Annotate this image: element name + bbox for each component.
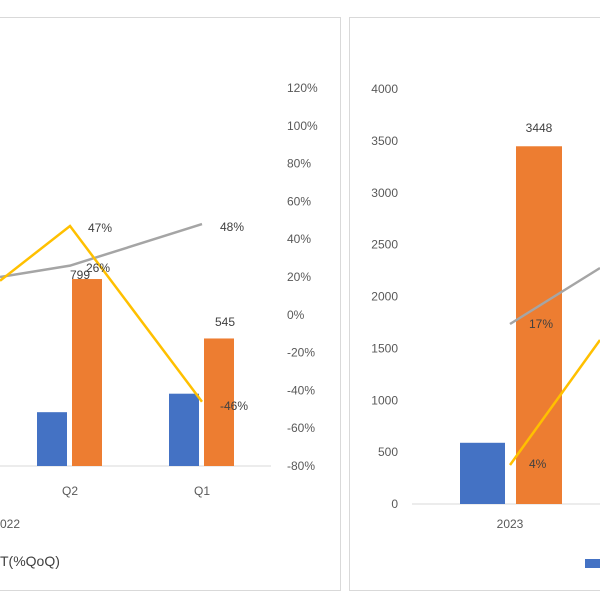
series-3-line [0,222,203,279]
series-4-line [0,224,203,403]
legend-label: T(%QoQ) [0,553,60,569]
y2-tick-label: 120% [287,81,318,95]
y2-tick-label: -60% [287,421,315,435]
series-3-line [509,266,600,326]
y-tick-label: 0 [391,497,398,511]
x-group-label: 022 [0,517,20,531]
y2-tick-label: 80% [287,157,311,171]
y2-tick-label: -20% [287,346,315,360]
y-tick-label: 1000 [371,393,398,407]
y2-tick-label: 100% [287,119,318,133]
y2-tick-label: 0% [287,308,305,322]
data-label-bar-Q1: 545 [215,315,235,329]
bar-Q2-series-1 [37,412,67,466]
y-tick-label: 500 [378,445,398,459]
y-tick-label: 2500 [371,238,398,252]
data-label-gray-2023: 17% [529,317,553,331]
data-label-gray-Q1: 48% [220,220,244,234]
data-label-bar-Q2: 799 [70,268,90,282]
bar-Q1-series-2 [204,338,234,466]
x-tick-label: Q1 [194,484,210,498]
y-tick-label: 1500 [371,341,398,355]
data-label-yellow-Q2: 47% [88,221,112,235]
bar-Q1-series-1 [169,393,199,466]
data-label-yellow-Q1: -46% [220,399,248,413]
y2-tick-label: -80% [287,459,315,473]
data-label-bar-2023: 3448 [526,121,553,135]
left-chart-panel [0,17,341,591]
x-tick-label: 2023 [497,517,524,531]
legend-swatch [585,559,600,568]
data-label-gray-Q2: 26% [86,261,110,275]
y-tick-label: 4000 [371,82,398,96]
y2-tick-label: 40% [287,232,311,246]
data-label-yellow-2023: 4% [529,457,547,471]
bar-Q2-series-2 [72,279,102,466]
y-tick-label: 2000 [371,290,398,304]
y2-tick-label: 20% [287,270,311,284]
y2-tick-label: -40% [287,383,315,397]
x-tick-label: Q2 [62,484,78,498]
y2-tick-label: 60% [287,194,311,208]
bar-2023-series-1 [460,442,505,504]
series-4-line [508,339,600,466]
y-tick-label: 3000 [371,186,398,200]
y-tick-label: 3500 [371,134,398,148]
